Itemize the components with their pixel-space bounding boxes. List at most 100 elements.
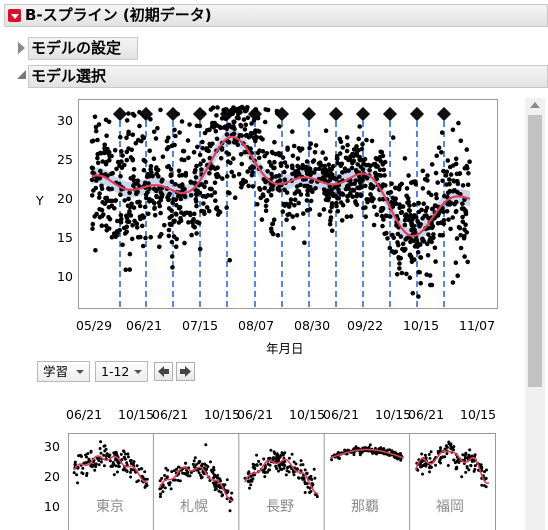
next-button[interactable]: [176, 362, 195, 381]
data-point: [335, 208, 341, 214]
scroll-up-icon[interactable]: [529, 100, 541, 110]
arrow-left-icon: [158, 366, 169, 377]
small-data-point: [361, 446, 365, 450]
data-point: [404, 193, 409, 199]
data-point: [444, 169, 450, 175]
data-point: [329, 201, 335, 206]
small-data-point: [252, 466, 256, 470]
data-point: [355, 162, 361, 167]
data-point: [461, 206, 466, 211]
data-point: [334, 203, 339, 209]
small-data-point: [416, 468, 420, 472]
small-data-point: [163, 486, 167, 490]
scrollbar-thumb[interactable]: [528, 115, 542, 387]
data-point: [231, 119, 236, 125]
data-point: [192, 181, 197, 186]
data-point: [337, 151, 343, 156]
data-point: [420, 168, 426, 174]
small-data-point: [76, 466, 80, 470]
data-point: [351, 147, 357, 152]
small-data-point: [200, 462, 204, 466]
data-point: [141, 167, 147, 173]
y-axis-label: Y: [36, 193, 44, 208]
range-select[interactable]: 1-12: [95, 361, 148, 382]
red-triangle-menu-icon[interactable]: [11, 14, 19, 19]
small-data-point: [166, 468, 170, 472]
small-data-point: [277, 464, 281, 468]
data-point: [251, 118, 257, 123]
data-point: [443, 173, 449, 178]
data-point: [275, 233, 281, 238]
data-point: [427, 238, 432, 243]
data-point: [453, 199, 459, 205]
data-point: [129, 147, 134, 153]
data-point: [343, 186, 349, 192]
small-data-point: [263, 475, 267, 479]
data-point: [465, 182, 471, 188]
small-data-point: [473, 453, 477, 457]
data-point: [135, 137, 141, 143]
data-point: [127, 210, 132, 216]
data-point: [249, 172, 255, 178]
data-point: [382, 173, 387, 178]
data-point: [93, 248, 98, 253]
data-point: [416, 209, 422, 215]
expand-icon[interactable]: [18, 42, 25, 54]
data-point: [207, 171, 212, 176]
data-point: [151, 186, 157, 192]
data-point: [270, 221, 275, 227]
data-point: [173, 133, 178, 139]
data-point: [98, 168, 103, 174]
data-point: [350, 151, 355, 157]
data-point: [440, 178, 445, 184]
data-point: [148, 234, 153, 240]
data-point: [448, 172, 454, 177]
small-data-point: [104, 447, 108, 451]
small-data-point: [169, 487, 173, 491]
data-point: [436, 145, 442, 150]
data-point: [338, 139, 344, 144]
data-point: [304, 208, 310, 213]
data-point: [363, 183, 368, 189]
data-point: [151, 156, 157, 161]
small-fit-line: [158, 466, 234, 502]
collapse-section-icon[interactable]: [17, 70, 26, 79]
small-data-point: [424, 456, 428, 460]
data-point: [323, 156, 328, 161]
data-point: [387, 245, 393, 251]
data-point: [195, 144, 200, 150]
small-data-point: [483, 476, 487, 480]
data-point: [338, 163, 344, 169]
dataset-select[interactable]: 学習: [37, 361, 90, 382]
y-tick: 20: [57, 191, 73, 206]
data-point: [333, 176, 339, 182]
section-model-selection[interactable]: モデル選択: [28, 65, 548, 88]
data-point: [455, 181, 461, 187]
data-point: [328, 190, 333, 196]
data-point: [219, 116, 225, 121]
data-point: [126, 129, 131, 135]
data-point: [381, 167, 387, 173]
data-point: [236, 115, 241, 121]
small-data-point: [368, 443, 372, 447]
data-point: [327, 178, 333, 183]
small-data-point: [354, 445, 358, 449]
section-model-settings[interactable]: モデルの設定: [28, 37, 138, 60]
data-point: [176, 220, 182, 225]
small-data-point: [284, 473, 288, 477]
data-point: [166, 233, 172, 239]
data-point: [276, 151, 282, 156]
data-point: [106, 186, 111, 191]
data-point: [239, 133, 244, 138]
data-point: [137, 109, 142, 115]
prev-button[interactable]: [154, 362, 173, 381]
data-point: [340, 145, 346, 150]
city-label: 札幌: [180, 499, 208, 515]
main-plot: [78, 99, 498, 309]
data-point: [373, 156, 379, 161]
small-data-point: [257, 459, 261, 463]
data-point: [194, 123, 200, 129]
data-point: [454, 236, 460, 241]
small-data-point: [427, 453, 431, 456]
data-point: [268, 226, 274, 232]
